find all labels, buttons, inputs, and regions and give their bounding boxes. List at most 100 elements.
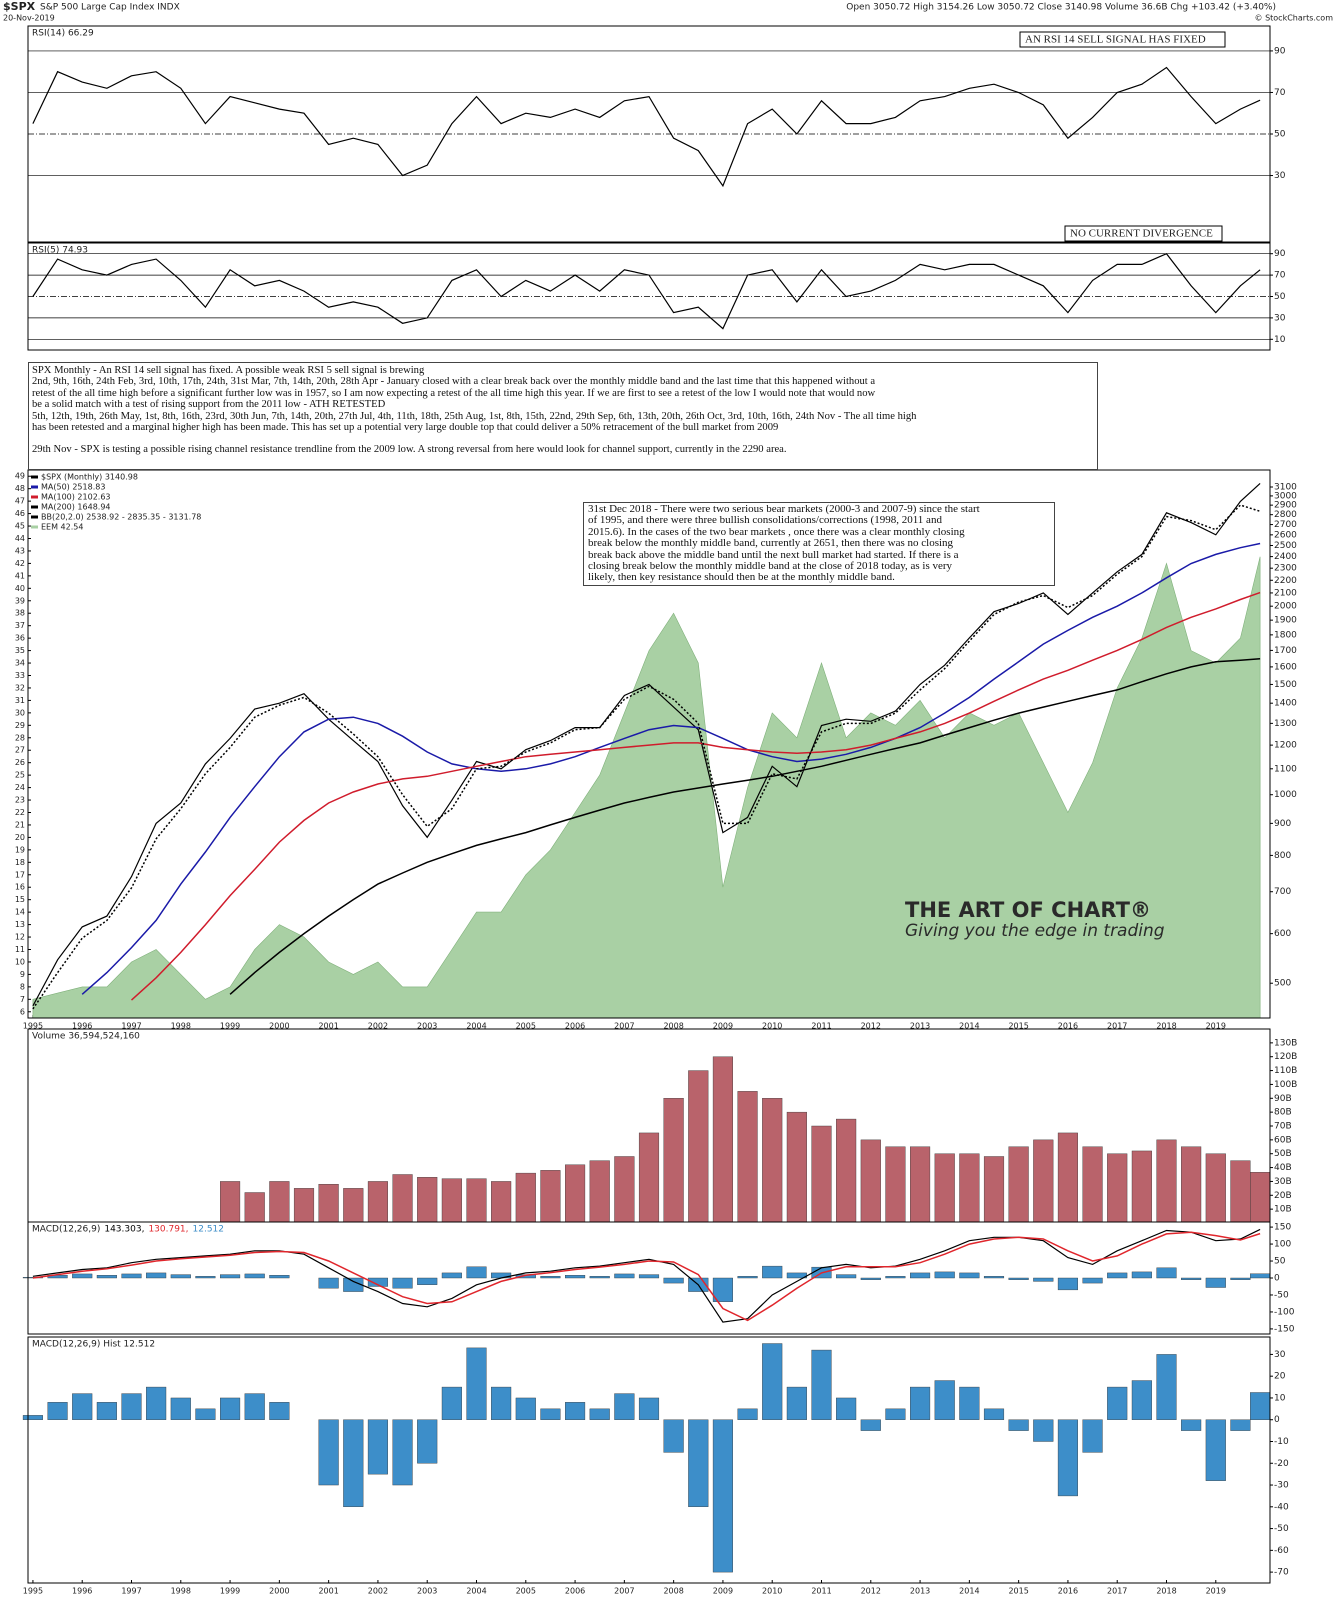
y2-tick-label: 30 xyxy=(15,708,25,717)
x-tick-label: 2015 xyxy=(1008,1022,1028,1031)
bar xyxy=(589,1408,610,1420)
bar xyxy=(959,1386,980,1420)
bar xyxy=(220,1274,241,1279)
x-tick-label: 2014 xyxy=(959,1022,979,1031)
bar xyxy=(786,1386,807,1420)
y-tick-label: 1500 xyxy=(1274,680,1297,690)
y2-tick-label: 42 xyxy=(15,559,25,568)
panel: 10B 20B 30B 40B 50B 60B 70B 80B 90B 100B 110B 120B 1… xyxy=(27,1028,1297,1224)
y2-tick-label: 18 xyxy=(15,858,25,867)
x-tick-label: 2011 xyxy=(811,1022,831,1031)
y2-tick-label: 41 xyxy=(15,571,25,580)
bar xyxy=(466,1347,487,1420)
bar xyxy=(1131,1271,1152,1279)
bar xyxy=(269,1181,290,1224)
x-tick-label: 2018 xyxy=(1156,1022,1176,1031)
symbol: $SPX xyxy=(3,0,36,13)
panel-frame xyxy=(27,25,1271,243)
legend-label: 143.303, xyxy=(104,1225,144,1235)
y2-tick-label: 38 xyxy=(15,609,25,618)
bar xyxy=(1205,1153,1226,1224)
y-tick-label: 70B xyxy=(1274,1122,1292,1132)
bar xyxy=(565,1275,586,1279)
bar xyxy=(663,1419,684,1453)
x-tick-label: 1998 xyxy=(171,1022,191,1031)
note-line: 29th Nov - SPX is testing a possible ris… xyxy=(32,444,787,456)
x-tick-label: 2015 xyxy=(1008,1587,1028,1596)
bar xyxy=(293,1188,315,1224)
line xyxy=(229,657,1261,995)
logo-title: THE ART OF CHART® xyxy=(905,898,1151,922)
x-tick-label: 2012 xyxy=(861,1587,881,1596)
bar xyxy=(269,1402,290,1420)
panel-frame xyxy=(27,242,1271,351)
bar xyxy=(811,1349,832,1420)
bar xyxy=(491,1272,512,1279)
bar xyxy=(1082,1146,1103,1224)
bar xyxy=(1181,1277,1202,1280)
line xyxy=(32,482,1261,1007)
y-tick-label: 50 xyxy=(1274,130,1286,140)
notes-box: SPX Monthly - An RSI 14 sell signal has … xyxy=(28,362,1098,470)
bar xyxy=(688,1070,709,1224)
y-tick-label: 2800 xyxy=(1274,510,1297,520)
y-tick-label: 2000 xyxy=(1274,602,1297,612)
bar xyxy=(737,1276,758,1279)
y-tick-label: 900 xyxy=(1274,819,1291,829)
y-tick-label: 50 xyxy=(1274,292,1286,302)
panel-label: MACD(12,26,9) xyxy=(32,1225,100,1235)
x-tick-label: 2004 xyxy=(466,1022,486,1031)
x-tick-label: 2008 xyxy=(663,1587,683,1596)
y-tick-label: -150 xyxy=(1274,1324,1295,1334)
x-tick-label: 2000 xyxy=(269,1022,289,1031)
y-tick-label: 0 xyxy=(1274,1415,1280,1425)
bar xyxy=(269,1275,290,1279)
x-tick-label: 2017 xyxy=(1107,1587,1127,1596)
x-tick-label: 1995 xyxy=(23,1587,43,1596)
y2-tick-label: 6 xyxy=(20,1007,25,1016)
x-tick-label: 2002 xyxy=(368,1022,388,1031)
y-tick-label: 0 xyxy=(1274,1274,1280,1284)
y-tick-label: 30B xyxy=(1274,1177,1292,1187)
bar xyxy=(96,1275,117,1279)
y2-tick-label: 34 xyxy=(15,659,25,668)
y2-tick-label: 31 xyxy=(15,696,25,705)
y2-tick-label: 19 xyxy=(15,845,25,854)
bar xyxy=(860,1419,881,1431)
legend-label: 130.791, xyxy=(148,1225,188,1235)
y-tick-label: 1900 xyxy=(1274,616,1297,626)
y-tick-label: 600 xyxy=(1274,929,1291,939)
bar xyxy=(614,1273,635,1279)
bar xyxy=(1205,1277,1226,1288)
bar xyxy=(983,1408,1005,1420)
y2-tick-label: 27 xyxy=(15,746,25,755)
credit: © StockCharts.com xyxy=(1255,14,1334,23)
bar xyxy=(146,1272,167,1279)
bar xyxy=(934,1153,955,1224)
bar xyxy=(343,1277,364,1292)
y-tick-label: -20 xyxy=(1274,1459,1289,1469)
y-tick-label: 30 xyxy=(1274,1350,1286,1360)
y-tick-label: 1700 xyxy=(1274,646,1297,656)
y-tick-label: 30 xyxy=(1274,171,1286,181)
y2-tick-label: 40 xyxy=(15,584,25,593)
bar xyxy=(836,1118,857,1224)
bar xyxy=(220,1181,241,1224)
bar xyxy=(638,1132,660,1224)
x-tick-label: 2009 xyxy=(713,1022,733,1031)
bar xyxy=(244,1393,265,1420)
bar xyxy=(515,1172,536,1224)
legend-label: EEM 42.54 xyxy=(41,523,83,532)
y2-tick-label: 25 xyxy=(15,771,25,780)
y-tick-label: 10B xyxy=(1274,1205,1292,1215)
y-tick-label: -10 xyxy=(1274,1437,1289,1447)
y-tick-label: 800 xyxy=(1274,851,1291,861)
bar xyxy=(638,1274,660,1279)
logo-tagline: Giving you the edge in trading xyxy=(905,921,1165,941)
y2-tick-label: 20 xyxy=(15,833,25,842)
x-tick-label: 2016 xyxy=(1058,1022,1078,1031)
legend-label: MA(200) 1648.94 xyxy=(41,503,111,512)
y-tick-label: 1800 xyxy=(1274,630,1297,640)
x-tick-label: 2007 xyxy=(614,1022,634,1031)
panel: 10 30 50 70 90 RSI(5) 74.93 NO CURRENT DIVERGE… xyxy=(27,225,1286,351)
